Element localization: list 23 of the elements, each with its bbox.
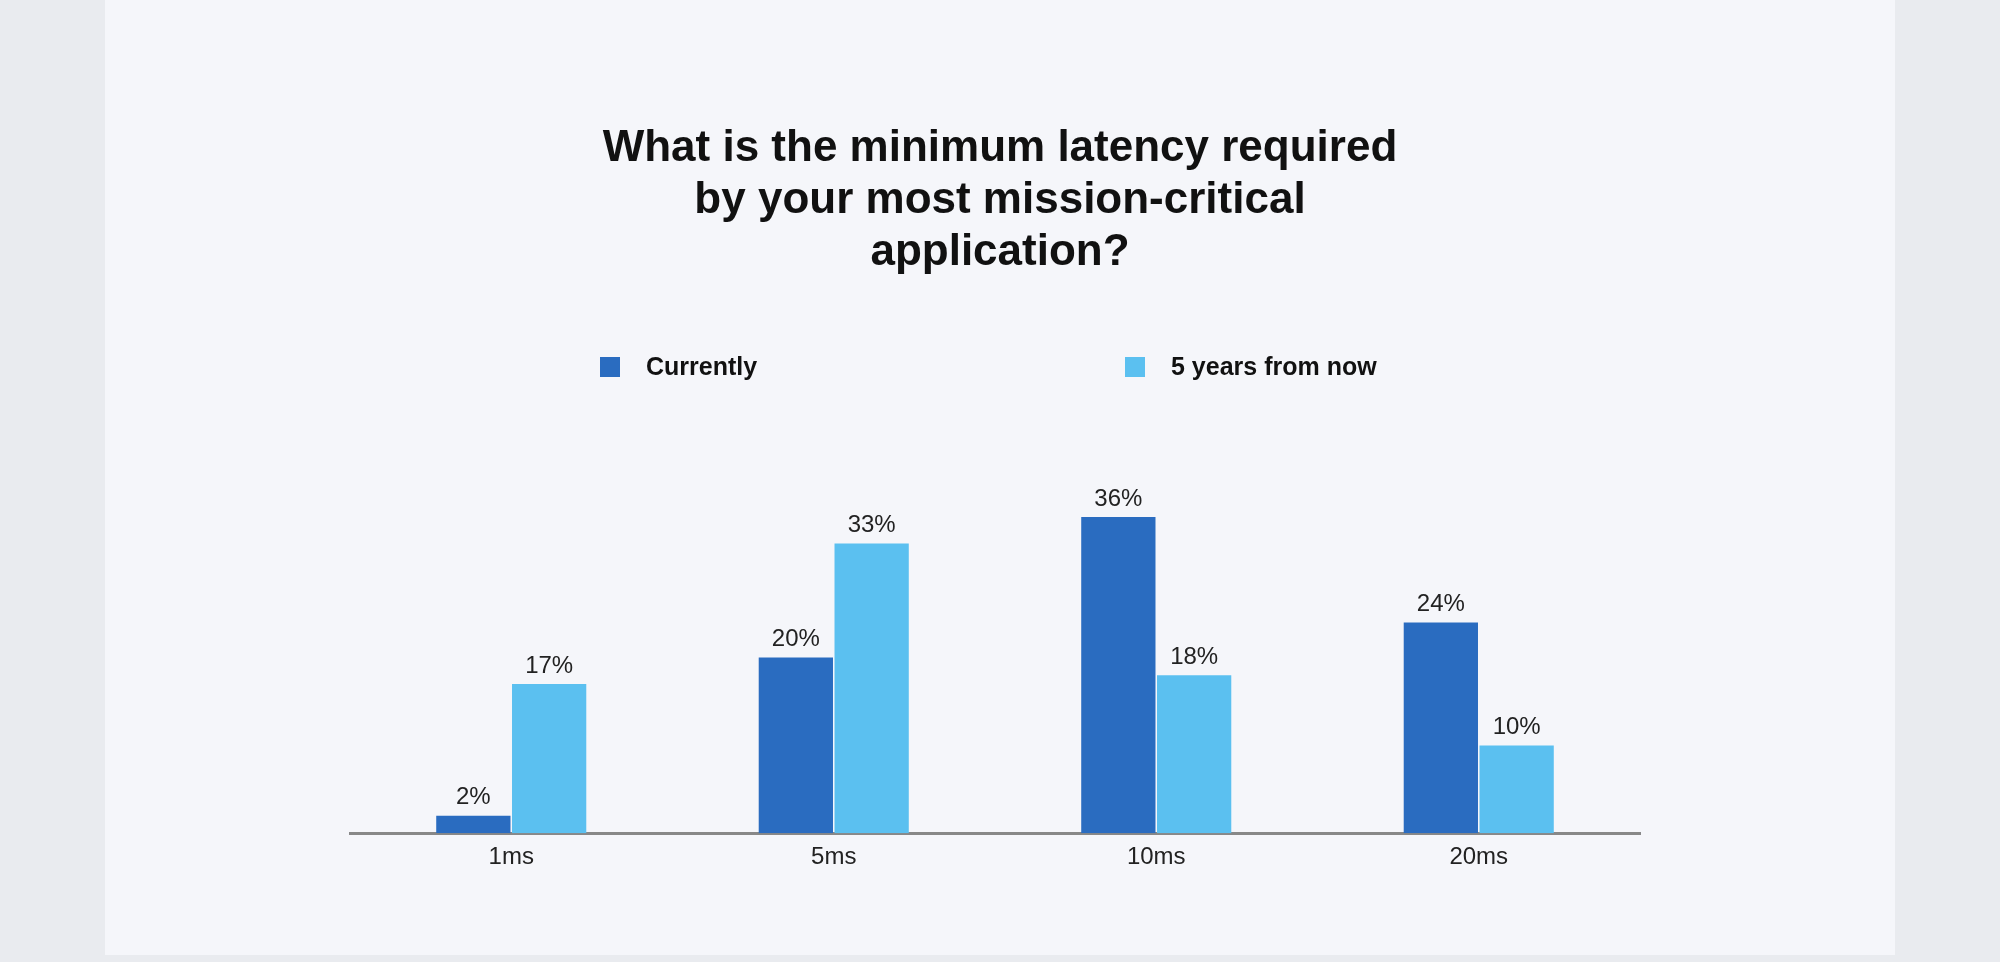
chart-title: What is the minimum latency required by your most mission-critical application?: [601, 120, 1399, 276]
bar: [758, 657, 833, 834]
bar: [1081, 517, 1156, 834]
legend-label: 5 years from now: [1171, 352, 1377, 380]
bar: [512, 683, 587, 834]
bar: [436, 815, 511, 834]
bar: [1157, 675, 1232, 834]
data-label: 18%: [1170, 641, 1219, 669]
data-label: 33%: [847, 510, 896, 538]
legend-label: Currently: [646, 352, 758, 380]
bar: [1403, 622, 1478, 834]
data-label: 2%: [456, 782, 491, 810]
data-label: 36%: [1094, 483, 1143, 511]
x-tick-label: 1ms: [488, 842, 534, 870]
x-tick-label: 10ms: [1126, 842, 1186, 870]
data-label: 17%: [525, 650, 574, 678]
data-label: 10%: [1492, 712, 1541, 740]
x-tick-label: 20ms: [1449, 842, 1509, 870]
x-tick-label: 5ms: [811, 842, 857, 870]
bar: [1479, 745, 1554, 834]
data-label: 24%: [1416, 589, 1465, 617]
bar: [834, 543, 909, 834]
data-label: 20%: [771, 624, 820, 652]
